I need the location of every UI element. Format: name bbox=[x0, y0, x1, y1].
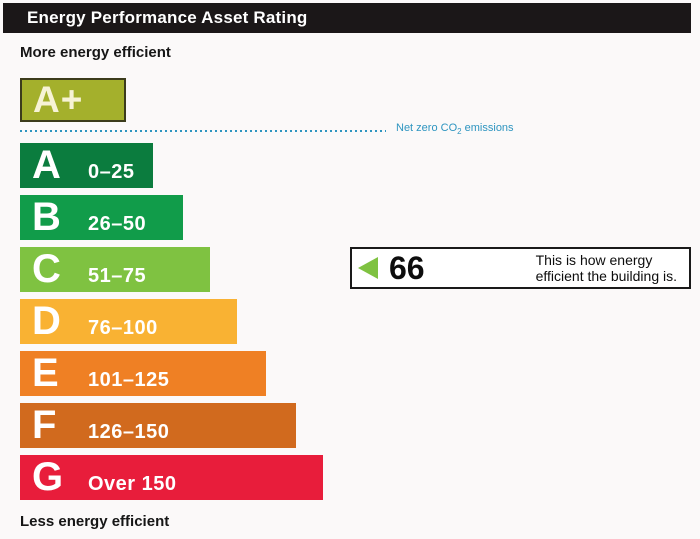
band-letter: B bbox=[32, 194, 61, 239]
band-c: C 51–75 bbox=[20, 247, 210, 292]
band-b: B 26–50 bbox=[20, 195, 183, 240]
band-letter: A bbox=[32, 142, 61, 187]
page-title: Energy Performance Asset Rating bbox=[3, 3, 691, 33]
left-arrow-shape bbox=[358, 257, 378, 279]
band-g: G Over 150 bbox=[20, 455, 323, 500]
more-efficient-label: More energy efficient bbox=[20, 44, 171, 61]
band-letter: C bbox=[32, 246, 61, 291]
band-range: 76–100 bbox=[88, 317, 158, 339]
band-d: D 76–100 bbox=[20, 299, 237, 344]
band-range: Over 150 bbox=[88, 473, 177, 495]
band-a-plus: A+ bbox=[20, 78, 126, 122]
rating-value: 66 bbox=[389, 250, 425, 286]
band-letter: G bbox=[32, 454, 64, 499]
net-zero-label: Net zero CO2 emissions bbox=[396, 122, 514, 136]
band-letter: E bbox=[32, 350, 59, 395]
band-range: 101–125 bbox=[88, 369, 170, 391]
net-zero-dotted-line bbox=[20, 130, 386, 132]
rating-indicator: 66 This is how energy efficient the buil… bbox=[350, 247, 691, 289]
net-zero-text-pre: Net zero CO bbox=[396, 122, 458, 134]
band-f: F 126–150 bbox=[20, 403, 296, 448]
band-range: 26–50 bbox=[88, 213, 147, 235]
net-zero-subscript: 2 bbox=[457, 127, 462, 137]
band-letter: F bbox=[32, 402, 57, 447]
left-arrow-icon bbox=[358, 257, 378, 279]
rating-caption-line1: This is how energy bbox=[535, 252, 653, 268]
band-e: E 101–125 bbox=[20, 351, 266, 396]
band-range: 126–150 bbox=[88, 421, 170, 443]
net-zero-text-post: emissions bbox=[461, 122, 514, 134]
band-letter: A+ bbox=[33, 79, 84, 120]
band-range: 51–75 bbox=[88, 265, 147, 287]
rating-caption-line2: efficient the building is. bbox=[535, 268, 677, 284]
band-letter: D bbox=[32, 298, 61, 343]
less-efficient-label: Less energy efficient bbox=[20, 513, 170, 530]
band-a: A 0–25 bbox=[20, 143, 153, 188]
rating-caption: This is how energy efficient the buildin… bbox=[536, 252, 677, 284]
band-range: 0–25 bbox=[88, 161, 135, 183]
